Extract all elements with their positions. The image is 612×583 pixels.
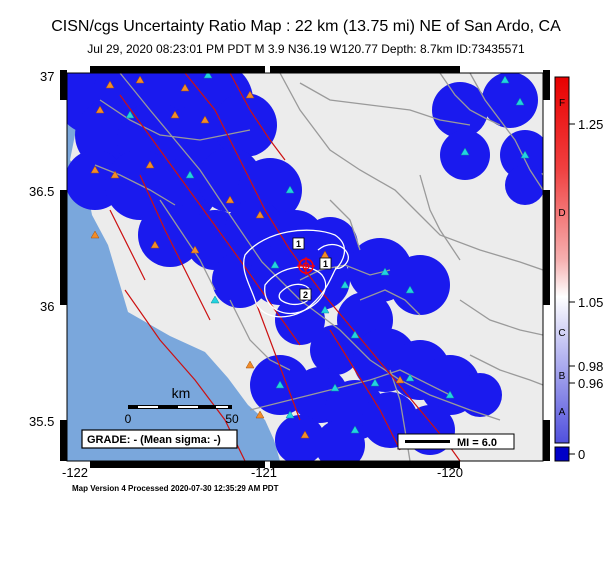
scale-unit: km xyxy=(172,385,191,401)
grade-box: GRADE: - (Mean sigma: -) xyxy=(81,429,238,449)
station-marker xyxy=(370,378,380,387)
colorbar-value: 0.96 xyxy=(578,376,603,391)
station-marker xyxy=(395,375,405,384)
station-marker xyxy=(270,260,280,269)
station-marker xyxy=(500,75,510,84)
station-marker xyxy=(405,285,415,294)
coverage-circle xyxy=(482,73,538,128)
station-marker xyxy=(340,280,350,289)
coverage-circle xyxy=(432,82,488,138)
station-marker xyxy=(145,160,155,169)
map-area[interactable]: 1 2 1 xyxy=(55,53,550,470)
station-marker xyxy=(203,73,213,79)
mi-legend: MI = 6.0 xyxy=(397,433,515,450)
colorbar: F D C B A 1.25 1.05 0.98 0.96 0 xyxy=(554,76,603,462)
scale-right-label: 50 xyxy=(225,412,239,426)
coverage-circle xyxy=(275,295,325,345)
faults xyxy=(109,73,461,461)
coverage-circle xyxy=(275,415,325,461)
station-marker xyxy=(135,75,145,84)
station-marker xyxy=(255,210,265,219)
station-marker xyxy=(380,267,390,276)
lat-tick: 36.5 xyxy=(29,184,55,199)
lat-tick: 35.5 xyxy=(29,414,55,429)
station-marker xyxy=(180,83,190,92)
colorbar-letter: C xyxy=(558,328,565,339)
coverage-circle xyxy=(138,203,202,267)
station-marker xyxy=(110,170,120,179)
station-marker xyxy=(105,80,115,89)
station-marker xyxy=(285,410,295,419)
station-marker xyxy=(320,305,330,314)
colorbar-letter: F xyxy=(559,98,565,109)
contour-label: 1 xyxy=(296,239,301,249)
station-marker xyxy=(200,115,210,124)
lat-tick: 36 xyxy=(40,299,55,314)
event-info: Jul 29, 2020 08:23:01 PM PDT M 3.9 N36.1… xyxy=(87,42,525,56)
station-marker xyxy=(225,195,235,204)
scale-bar: km 0 50 xyxy=(125,385,239,426)
colorbar-letter: A xyxy=(559,407,566,418)
station-marker xyxy=(285,185,295,194)
lon-tick: -122 xyxy=(62,465,89,480)
colorbar-value: 1.05 xyxy=(578,295,603,310)
coverage-circle xyxy=(213,93,277,157)
contour-label: 2 xyxy=(303,290,308,300)
mi-legend-text: MI = 6.0 xyxy=(457,437,497,449)
station-marker xyxy=(515,97,525,106)
station-marker xyxy=(460,147,470,156)
station-marker xyxy=(275,380,285,389)
frame-ticks xyxy=(60,66,550,468)
intensity-contours xyxy=(243,229,349,318)
colorbar-value: 1.25 xyxy=(578,117,603,132)
station-marker xyxy=(405,373,415,382)
coverage-circle xyxy=(458,373,502,417)
station-marker xyxy=(350,425,360,434)
station-marker xyxy=(95,105,105,114)
station-marker xyxy=(190,245,200,254)
station-marker xyxy=(350,330,360,339)
lat-tick: 37 xyxy=(40,69,55,84)
station-marker xyxy=(255,410,265,419)
contour-label: 1 xyxy=(323,259,328,269)
colorbar-value: 0.98 xyxy=(578,359,603,374)
station-marker xyxy=(90,165,100,174)
scale-left-label: 0 xyxy=(125,412,132,426)
station-marker xyxy=(125,110,135,119)
grade-text: GRADE: - (Mean sigma: -) xyxy=(87,434,221,446)
epicenter-marker xyxy=(297,257,315,275)
lon-tick: -120 xyxy=(437,465,464,480)
ocean xyxy=(67,73,280,461)
station-marker xyxy=(245,90,255,99)
colorbar-value: 0 xyxy=(578,447,585,462)
coverage-circle xyxy=(390,255,450,315)
station-marker xyxy=(150,240,160,249)
colorbar-letter: D xyxy=(558,208,565,219)
station-marker xyxy=(90,230,100,239)
station-marker xyxy=(520,150,530,159)
station-marker xyxy=(330,383,340,392)
colorbar-letter: B xyxy=(559,371,566,382)
station-marker xyxy=(300,430,310,439)
lon-tick: -121 xyxy=(251,465,278,480)
station-marker xyxy=(170,110,180,119)
station-marker xyxy=(210,295,220,304)
station-marker xyxy=(245,360,255,369)
processing-footer: Map Version 4 Processed 2020-07-30 12:35… xyxy=(72,484,279,493)
station-marker xyxy=(445,390,455,399)
map-title: CISN/cgs Uncertainty Ratio Map : 22 km (… xyxy=(51,18,561,35)
station-marker xyxy=(185,170,195,179)
seismic-stations xyxy=(90,73,530,439)
